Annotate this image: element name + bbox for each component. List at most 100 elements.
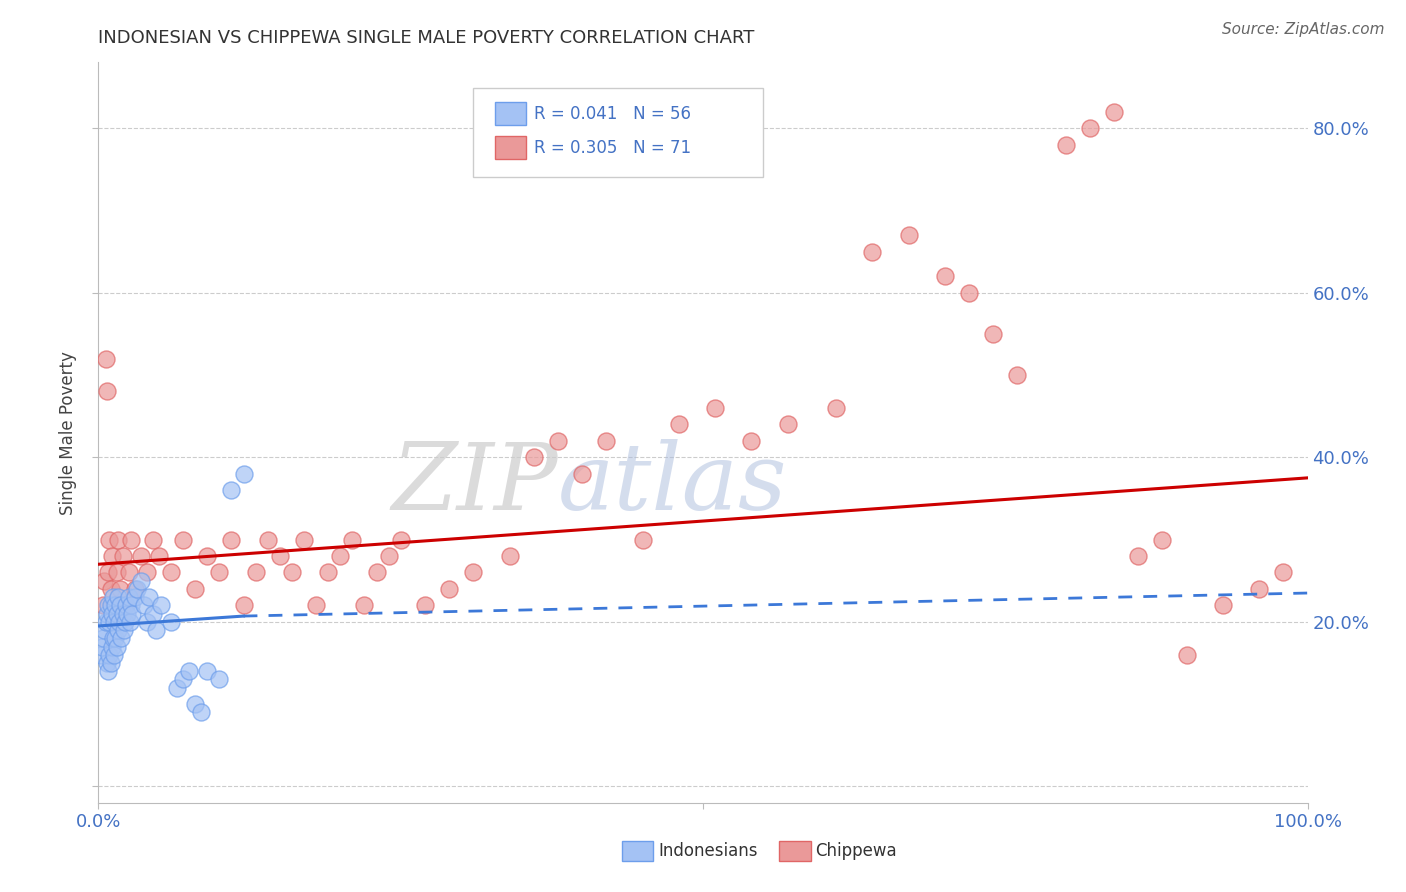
Point — [100, 656, 122, 670]
Point — [94, 615, 117, 629]
Point — [353, 599, 375, 613]
Point — [90, 648, 112, 662]
Point — [316, 566, 339, 580]
Point — [101, 599, 124, 613]
Point — [93, 574, 115, 588]
Point — [124, 582, 146, 596]
Point — [91, 599, 114, 613]
Point — [145, 623, 167, 637]
Point — [160, 566, 183, 580]
Point — [184, 582, 207, 596]
Point — [208, 566, 231, 580]
Point — [631, 533, 654, 547]
Point — [135, 615, 157, 629]
Point — [103, 615, 125, 629]
Point — [94, 351, 117, 366]
Point — [523, 450, 546, 465]
Point — [208, 673, 231, 687]
Point — [595, 434, 617, 448]
Point — [957, 285, 980, 300]
Point — [342, 533, 364, 547]
Point — [571, 467, 593, 481]
Point — [897, 228, 920, 243]
Point — [111, 549, 134, 563]
Point — [96, 607, 118, 621]
Point — [179, 664, 201, 678]
Point — [195, 664, 218, 678]
Point — [121, 607, 143, 621]
Point — [104, 632, 127, 646]
Point — [112, 623, 135, 637]
Point — [1272, 566, 1295, 580]
FancyBboxPatch shape — [474, 88, 763, 178]
Point — [1152, 533, 1174, 547]
Point — [103, 615, 125, 629]
Point — [103, 648, 125, 662]
Point — [860, 244, 883, 259]
Point — [142, 607, 165, 621]
Point — [1007, 368, 1029, 382]
Point — [413, 599, 436, 613]
Point — [269, 549, 291, 563]
Point — [232, 599, 254, 613]
Point — [190, 706, 212, 720]
Point — [101, 632, 124, 646]
Point — [329, 549, 352, 563]
Point — [120, 599, 142, 613]
Point — [100, 599, 122, 613]
Point — [134, 599, 156, 613]
Point — [1102, 104, 1125, 119]
Point — [110, 632, 132, 646]
Point — [105, 640, 128, 654]
Point — [934, 269, 956, 284]
Point — [107, 533, 129, 547]
Point — [108, 615, 131, 629]
Point — [107, 623, 129, 637]
Point — [107, 590, 129, 604]
Text: R = 0.041   N = 56: R = 0.041 N = 56 — [534, 104, 690, 122]
Point — [142, 533, 165, 547]
Point — [96, 384, 118, 399]
Point — [98, 615, 121, 629]
FancyBboxPatch shape — [779, 840, 811, 862]
Point — [129, 549, 152, 563]
Point — [437, 582, 460, 596]
Point — [1054, 137, 1077, 152]
Point — [100, 549, 122, 563]
Point — [111, 607, 134, 621]
Point — [172, 533, 194, 547]
Point — [108, 599, 131, 613]
Point — [101, 590, 124, 604]
Point — [1078, 121, 1101, 136]
Point — [115, 599, 138, 613]
Point — [389, 533, 412, 547]
FancyBboxPatch shape — [495, 102, 526, 126]
Point — [98, 533, 121, 547]
Point — [138, 590, 160, 604]
Point — [93, 623, 115, 637]
Point — [105, 566, 128, 580]
Point — [114, 599, 136, 613]
Text: ZIP: ZIP — [391, 440, 558, 530]
Text: INDONESIAN VS CHIPPEWA SINGLE MALE POVERTY CORRELATION CHART: INDONESIAN VS CHIPPEWA SINGLE MALE POVER… — [98, 29, 755, 47]
Text: Indonesians: Indonesians — [658, 842, 758, 860]
Point — [91, 632, 114, 646]
Point — [100, 640, 122, 654]
Point — [117, 607, 139, 621]
Point — [1128, 549, 1150, 563]
Point — [1212, 599, 1234, 613]
Point — [97, 566, 120, 580]
Text: Source: ZipAtlas.com: Source: ZipAtlas.com — [1222, 22, 1385, 37]
Point — [366, 566, 388, 580]
Point — [377, 549, 399, 563]
Point — [166, 681, 188, 695]
Point — [120, 533, 142, 547]
Y-axis label: Single Male Poverty: Single Male Poverty — [59, 351, 77, 515]
Point — [740, 434, 762, 448]
Point — [129, 574, 152, 588]
Point — [281, 566, 304, 580]
Point — [97, 664, 120, 678]
Text: atlas: atlas — [558, 440, 787, 530]
Text: Chippewa: Chippewa — [815, 842, 897, 860]
Point — [91, 640, 114, 654]
